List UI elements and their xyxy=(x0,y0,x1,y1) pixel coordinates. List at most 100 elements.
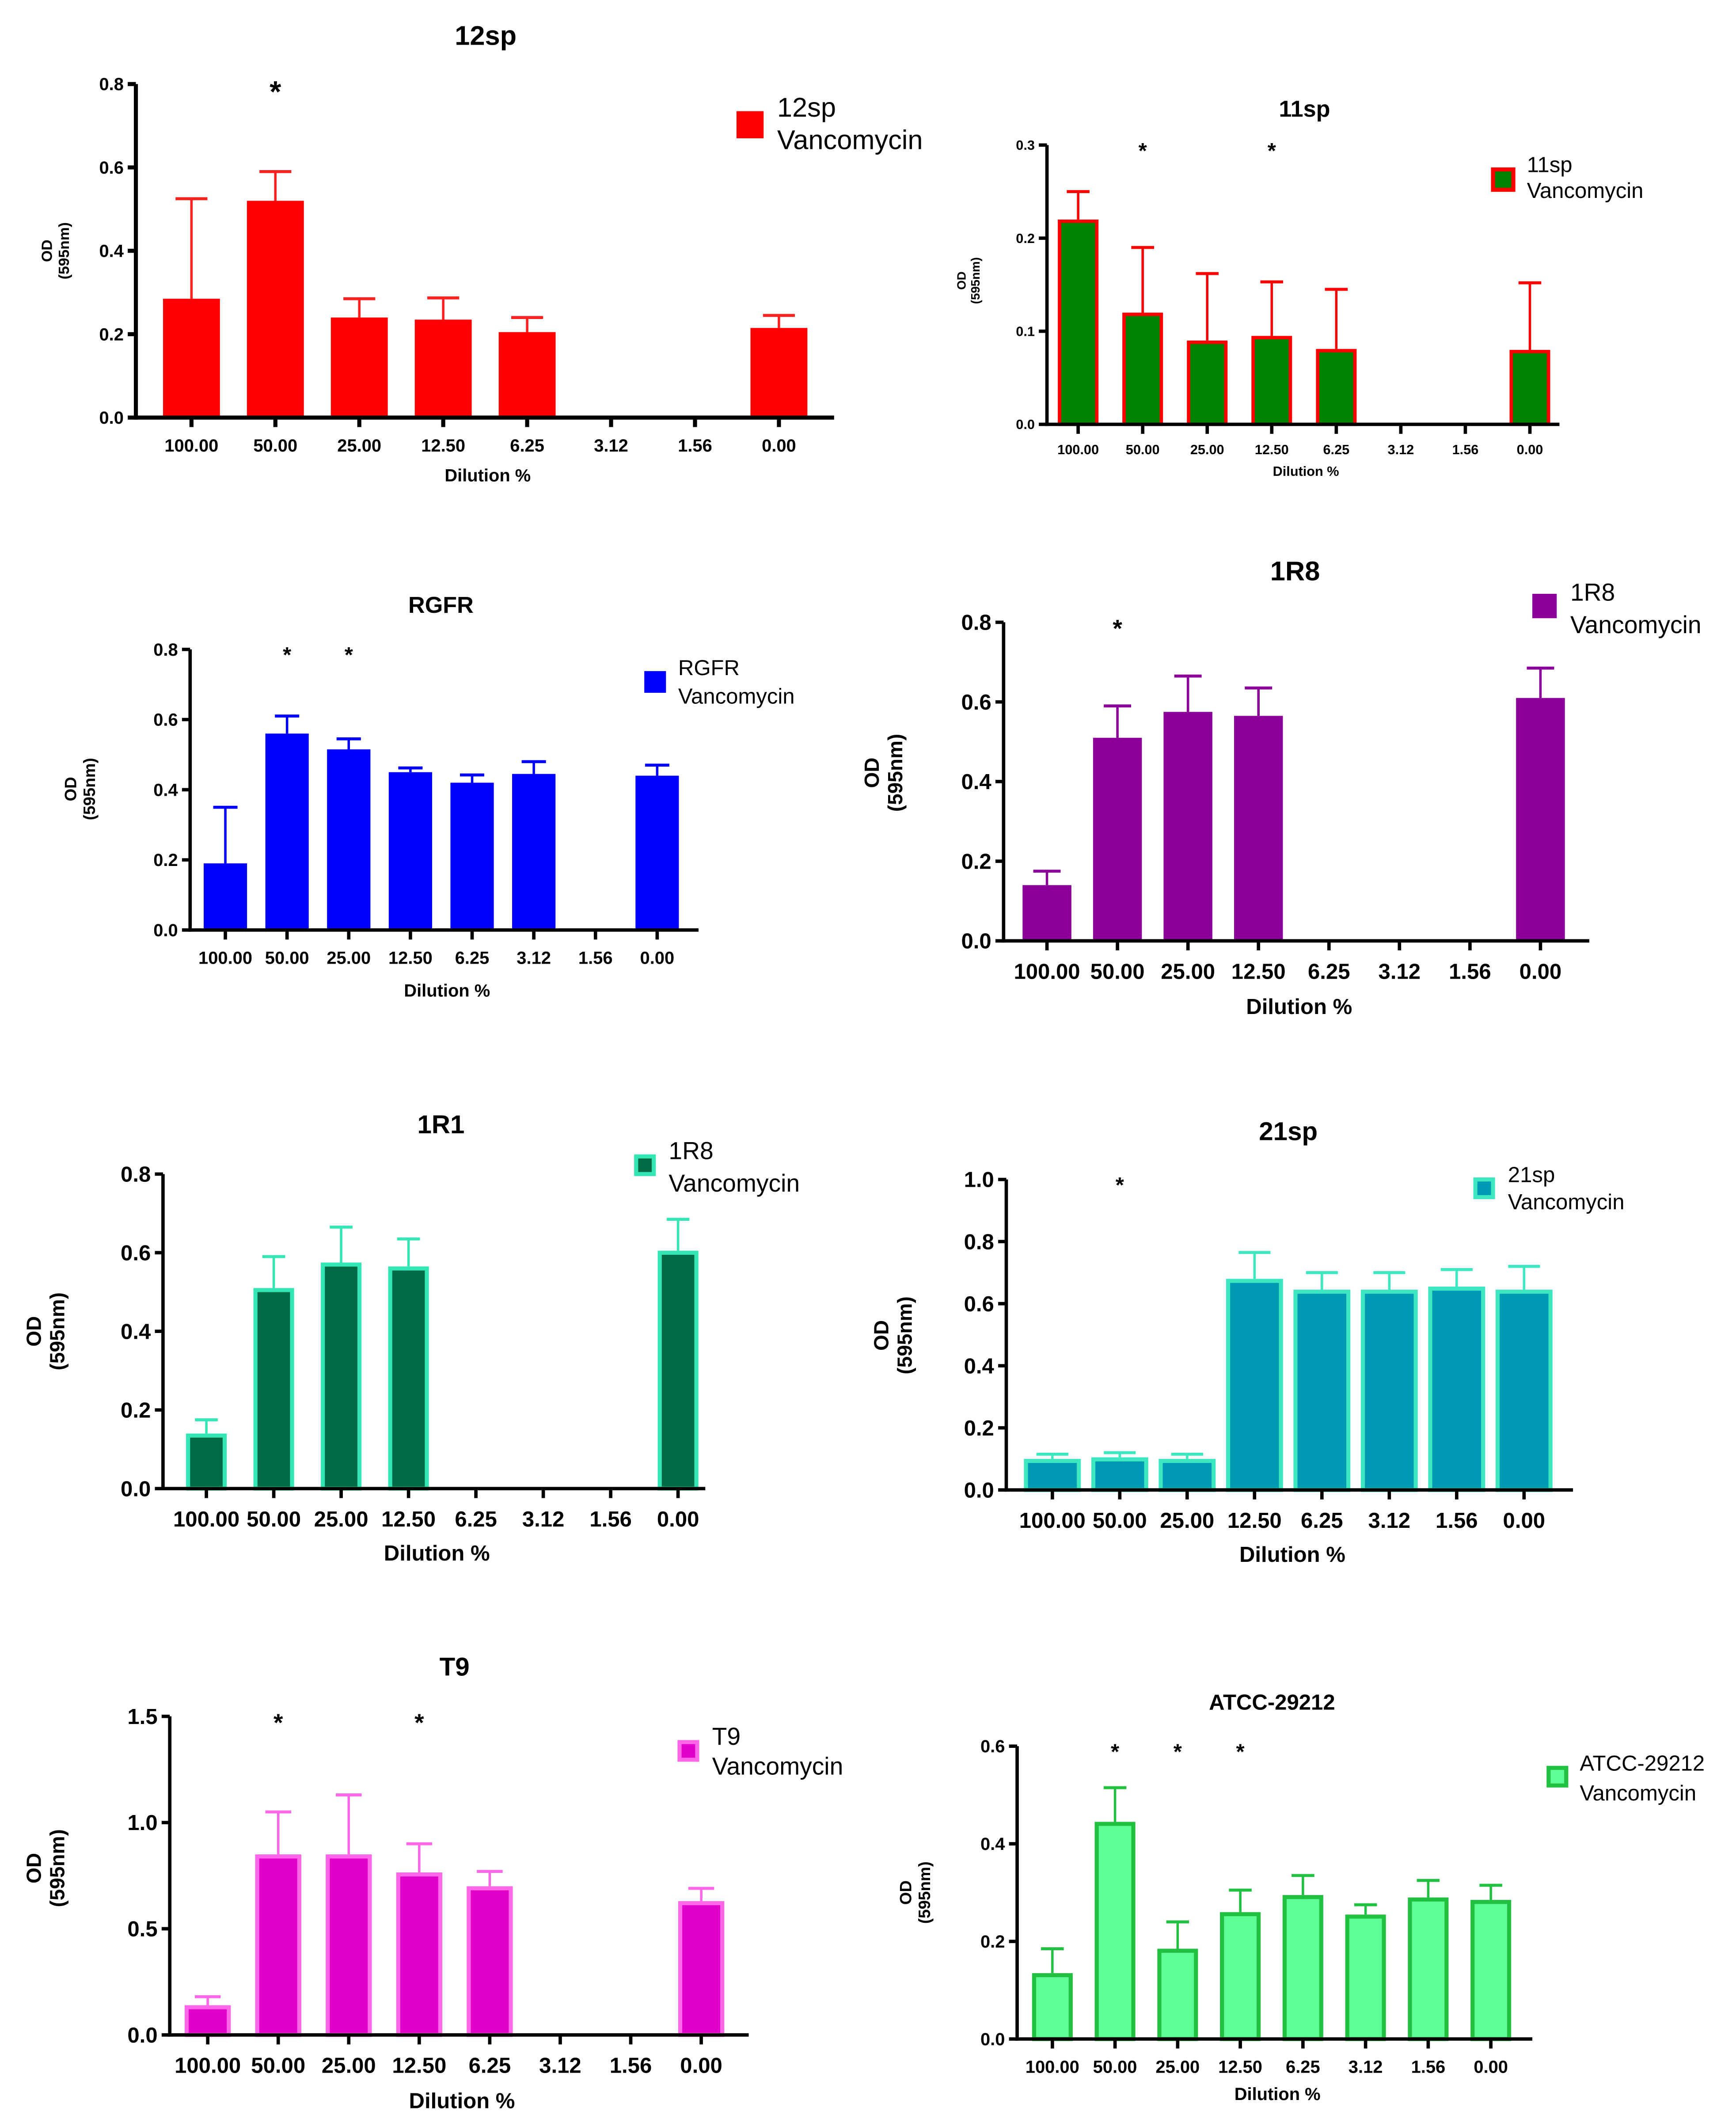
x-tick-label: 100.00 xyxy=(1014,960,1080,984)
x-tick-label: 100.00 xyxy=(198,949,252,968)
x-tick-label: 1.56 xyxy=(1449,960,1491,984)
bar-12.50 xyxy=(1251,336,1292,426)
x-axis-label: Dilution % xyxy=(404,981,490,1000)
x-tick-label: 12.50 xyxy=(1255,442,1289,457)
bar-25.00 xyxy=(321,1262,362,1491)
y-axis-label: OD(595nm) xyxy=(870,1296,916,1374)
bar-25.00 xyxy=(1159,1458,1216,1492)
x-tick-label: 3.12 xyxy=(594,436,628,456)
x-tick-label: 25.00 xyxy=(314,1508,368,1531)
y-axis-label-line: (595nm) xyxy=(80,758,99,820)
legend-label-drug: Vancomycin xyxy=(777,125,923,156)
x-tick-label: 3.12 xyxy=(1379,960,1421,984)
y-tick-label: 0.4 xyxy=(99,242,123,261)
x-tick-label: 1.56 xyxy=(678,436,712,456)
x-tick-label: 50.00 xyxy=(265,949,309,968)
x-tick-label: 0.00 xyxy=(1519,960,1562,984)
y-tick-label: 0.4 xyxy=(121,1320,151,1344)
y-tick-label: 0.4 xyxy=(980,1834,1005,1854)
x-tick-label: 100.00 xyxy=(164,436,218,456)
y-axis-label-line: (595nm) xyxy=(56,222,72,279)
x-tick-label: 12.50 xyxy=(1227,1509,1282,1533)
x-tick-label: 25.00 xyxy=(1190,442,1224,457)
y-tick-label: 0.2 xyxy=(99,325,123,344)
x-tick-label: 6.25 xyxy=(1323,442,1349,457)
x-tick-label: 25.00 xyxy=(322,2054,376,2078)
y-tick-label: 0.5 xyxy=(127,1918,157,1941)
y-tick-label: 0.6 xyxy=(961,691,991,714)
bar-50.00 xyxy=(247,201,304,418)
x-tick-label: 100.00 xyxy=(175,2054,241,2078)
legend: 1R8 Vancomycin xyxy=(1532,578,1702,638)
x-tick-label: 1.56 xyxy=(610,2054,652,2078)
y-axis-label-line: (595nm) xyxy=(884,734,907,812)
legend-label-drug: Vancomycin xyxy=(1527,179,1644,203)
legend: 1R8 Vancomycin xyxy=(634,1137,800,1197)
x-tick-label: 25.00 xyxy=(327,949,371,968)
x-axis-label: Dilution % xyxy=(444,466,531,485)
x-tick-label: 12.50 xyxy=(1231,960,1286,984)
x-tick-label: 12.50 xyxy=(388,949,433,968)
x-tick-label: 1.56 xyxy=(1436,1509,1478,1533)
bar-25.00 xyxy=(326,1854,372,2037)
y-axis-label-line: OD xyxy=(870,1320,893,1351)
significance-marker: * xyxy=(414,1709,424,1736)
y-tick-label: 1.5 xyxy=(127,1705,157,1729)
x-tick-label: 3.12 xyxy=(517,949,551,968)
bar-1.56 xyxy=(1408,1897,1449,2041)
y-tick-label: 0.6 xyxy=(964,1292,994,1316)
x-axis-label: Dilution % xyxy=(1273,463,1339,479)
chart-title: 1R1 xyxy=(417,1110,464,1139)
bar-12.50 xyxy=(388,1266,429,1491)
bar-0.00 xyxy=(750,328,808,418)
y-tick-label: 0.4 xyxy=(961,770,991,794)
x-tick-label: 0.00 xyxy=(1503,1509,1546,1533)
x-tick-label: 100.00 xyxy=(1019,1509,1086,1533)
x-tick-label: 0.00 xyxy=(1517,442,1543,457)
legend-swatch xyxy=(634,1154,656,1176)
chart-panel-21sp: 21sp 100.00 * 50.00 25.00 12.50 6.25 3.12 1.56 0.… xyxy=(870,1117,1625,1567)
legend-label-strain: 21sp xyxy=(1508,1163,1555,1187)
legend-label-strain: ATCC-29212 xyxy=(1580,1751,1705,1775)
x-tick-label: 6.25 xyxy=(1301,1509,1343,1533)
y-axis-label-line: OD xyxy=(860,758,883,788)
bar-0.00 xyxy=(1470,1900,1512,2041)
y-tick-label: 1.0 xyxy=(127,1811,157,1835)
x-tick-label: 1.56 xyxy=(578,949,613,968)
bar-12.50 xyxy=(1226,1279,1283,1492)
bar-0.00 xyxy=(657,1250,699,1491)
significance-marker: * xyxy=(270,76,281,109)
y-axis-label-line: (595nm) xyxy=(969,257,982,304)
y-tick-label: 0.0 xyxy=(153,921,178,940)
x-tick-label: 0.00 xyxy=(640,949,675,968)
x-tick-label: 3.12 xyxy=(1388,442,1414,457)
bar-6.25 xyxy=(1282,1895,1323,2041)
x-tick-label: 25.00 xyxy=(1160,1509,1214,1533)
legend-label-drug: Vancomycin xyxy=(1508,1190,1625,1214)
x-tick-label: 12.50 xyxy=(381,1508,436,1531)
legend-label-drug: Vancomycin xyxy=(712,1753,843,1780)
legend: ATCC-29212 Vancomycin xyxy=(1546,1751,1705,1805)
legend-label-strain: 11sp xyxy=(1527,153,1573,177)
significance-marker: * xyxy=(274,1709,283,1736)
bar-25.00 xyxy=(327,749,371,930)
bar-0.00 xyxy=(1516,698,1565,941)
y-tick-label: 0.8 xyxy=(121,1162,151,1186)
y-tick-label: 0.6 xyxy=(121,1241,151,1265)
bar-12.50 xyxy=(396,1872,443,2037)
bar-50.00 xyxy=(1091,1457,1148,1492)
bar-12.50 xyxy=(1220,1912,1261,2041)
y-axis-label-line: OD xyxy=(897,1880,915,1905)
y-axis-label-line: OD xyxy=(38,239,55,262)
x-tick-label: 6.25 xyxy=(469,2054,511,2078)
chart-title: 1R8 xyxy=(1270,556,1320,586)
x-tick-label: 6.25 xyxy=(510,436,544,456)
bar-6.25 xyxy=(498,332,556,418)
significance-marker: * xyxy=(1111,1740,1120,1764)
legend-label-strain: 1R8 xyxy=(669,1137,713,1165)
x-tick-label: 100.00 xyxy=(1026,2058,1079,2077)
chart-panel-11sp: 11sp 100.00 * 50.00 25.00 * 12.50 6.25 3.12 1.56 0… xyxy=(954,96,1643,479)
legend-swatch xyxy=(1491,167,1516,192)
bar-0.00 xyxy=(678,1901,725,2037)
y-tick-label: 0.3 xyxy=(1016,137,1035,153)
